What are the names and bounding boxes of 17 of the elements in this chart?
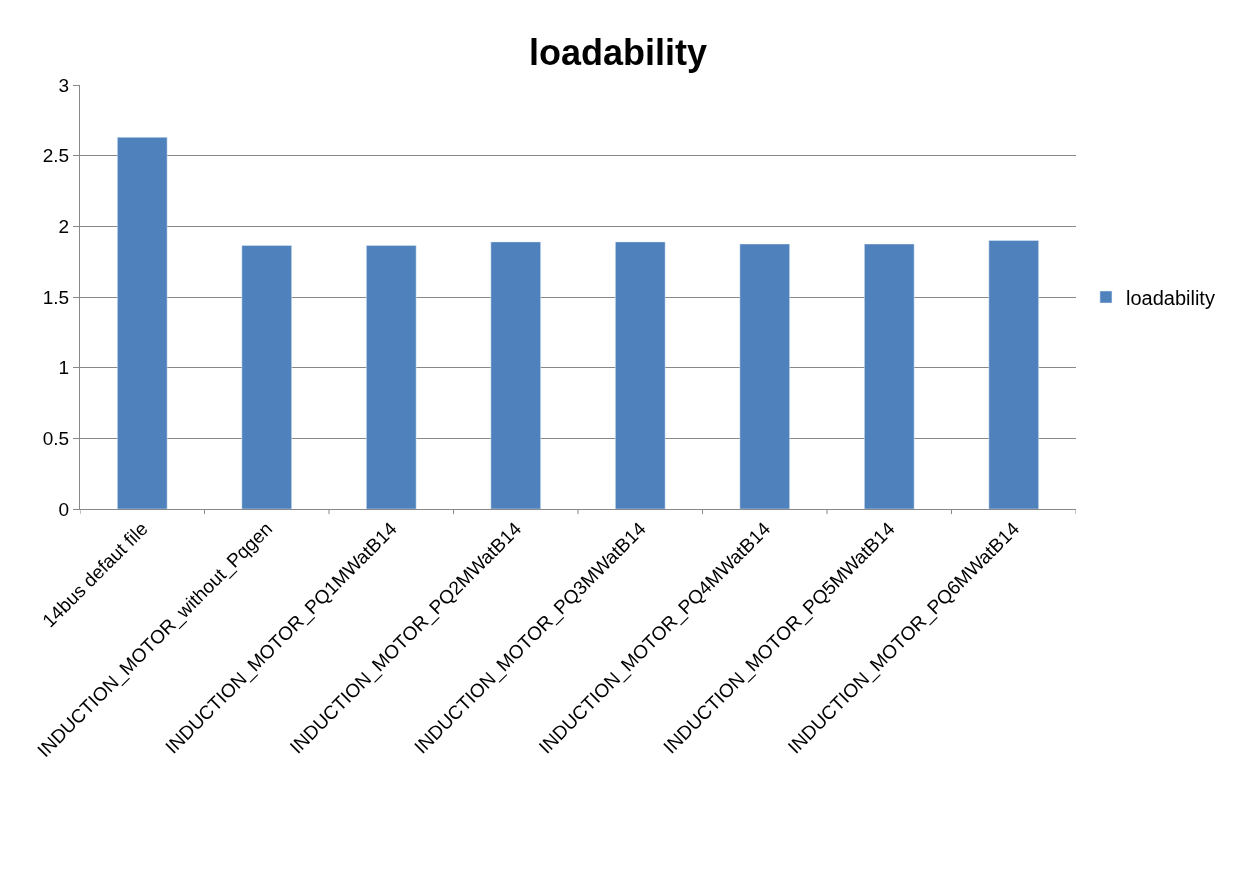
bar [117,137,168,509]
y-tick-label: 1.5 [42,286,70,308]
bar [615,241,666,509]
y-tick-label: 1 [58,357,70,379]
bar [241,245,292,509]
bar [366,245,417,509]
legend-label: loadability [1125,286,1215,309]
bar [864,243,915,509]
y-tick-label: 3 [58,74,70,96]
y-tick-label: 0.5 [42,427,70,449]
bar [739,243,790,509]
chart-title: loadability [528,31,708,73]
bar [490,241,541,509]
y-tick-label: 0 [58,498,70,520]
y-tick-label: 2.5 [42,145,70,167]
y-tick-label: 2 [58,215,70,237]
bar [988,240,1039,509]
